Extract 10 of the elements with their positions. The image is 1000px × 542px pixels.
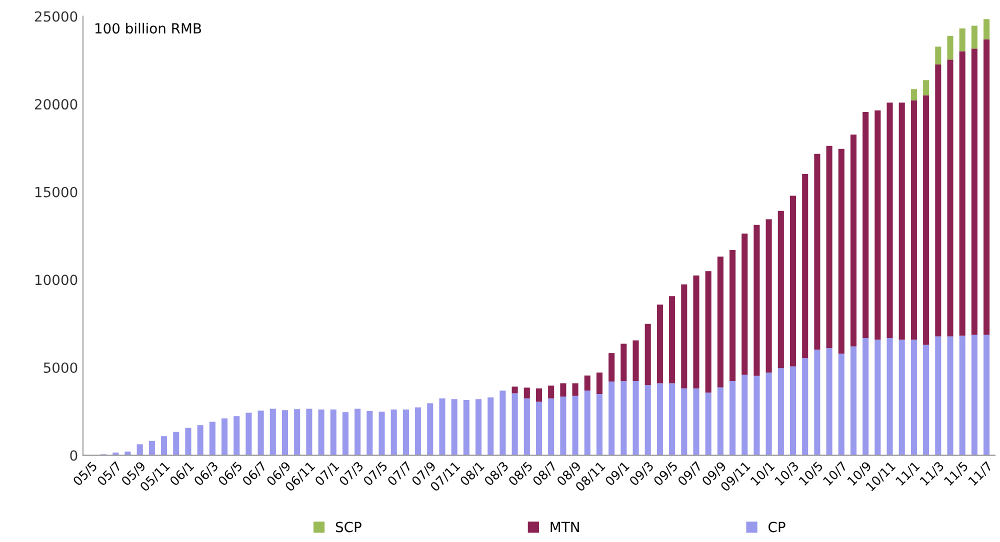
y-tick-label: 0	[70, 450, 78, 461]
y-tick-label: 15000	[35, 186, 78, 198]
legend-label: MTN	[550, 522, 579, 532]
y-tick-label: 5000	[44, 362, 78, 373]
y-tick-label: 25000	[34, 11, 78, 22]
y-tick-label: 10000	[35, 274, 78, 286]
legend-label: SCP	[336, 522, 362, 532]
legend-label: CP	[768, 522, 786, 532]
y-tick-label: 20000	[34, 99, 78, 110]
y-axis-title: 100 billion RMB	[95, 22, 202, 34]
